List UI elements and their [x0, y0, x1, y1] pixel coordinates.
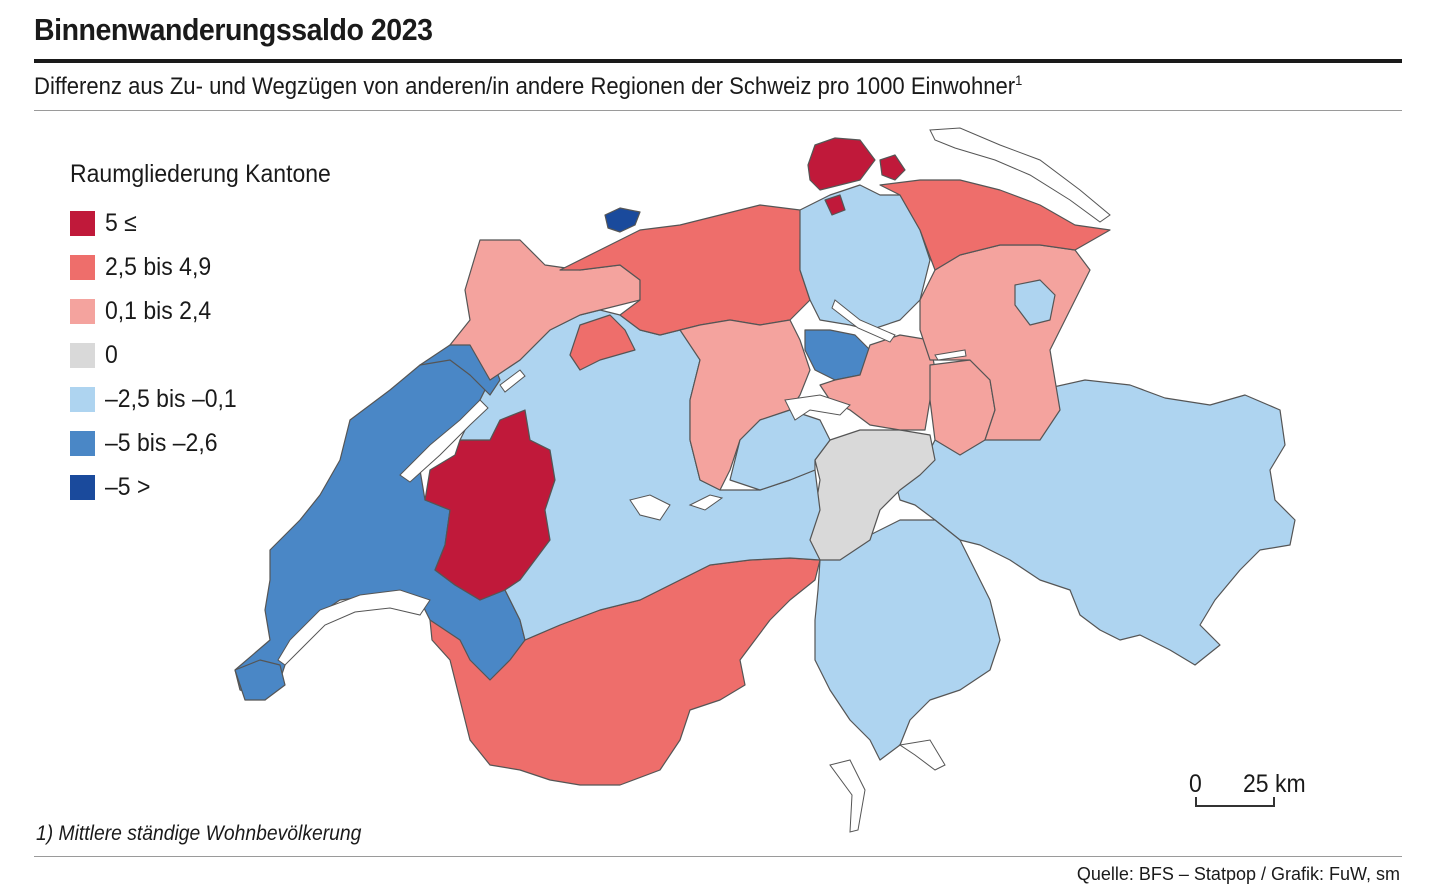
legend: Raumgliederung Kantone 5 ≤ 2,5 bis 4,9 0… — [70, 160, 354, 509]
subtitle-text: Differenz aus Zu- und Wegzügen von ander… — [34, 73, 1016, 100]
page-title: Binnenwanderungssaldo 2023 — [34, 12, 433, 47]
lake-zurich — [831, 299, 896, 343]
scale-tick-right — [1273, 797, 1275, 807]
legend-item: –2,5 bis –0,1 — [70, 377, 354, 421]
legend-item: –5 > — [70, 465, 354, 509]
lake-walen — [934, 349, 967, 361]
legend-label: 0,1 bis 2,4 — [105, 296, 212, 325]
lake-geneva — [277, 589, 431, 666]
canton-appenzell — [1014, 279, 1056, 326]
scale-tick-left — [1195, 797, 1197, 807]
legend-label: 2,5 bis 4,9 — [105, 252, 212, 281]
footnote: 1) Mittlere ständige Wohnbevölkerung — [36, 822, 362, 845]
legend-swatch — [70, 298, 95, 324]
footer-rule — [34, 856, 1402, 857]
legend-title: Raumgliederung Kantone — [70, 160, 331, 188]
canton-obwalden — [729, 409, 831, 491]
legend-label: –2,5 bis –0,1 — [105, 384, 237, 413]
canton-tessin — [814, 519, 1001, 761]
legend-item: 0,1 bis 2,4 — [70, 289, 354, 333]
legend-swatch — [70, 474, 95, 500]
lake-constance — [929, 127, 1111, 223]
lake-maggiore — [829, 759, 866, 833]
canton-solothurn-south — [569, 314, 636, 371]
legend-label: 5 ≤ — [105, 208, 137, 237]
scale-zero-label: 0 — [1189, 770, 1202, 798]
scale-bar: 0 25 km — [1185, 770, 1315, 820]
lake-biel — [499, 369, 526, 393]
legend-swatch — [70, 254, 95, 280]
legend-label: –5 > — [105, 472, 151, 501]
canton-zuerich — [799, 184, 931, 331]
legend-item: 2,5 bis 4,9 — [70, 245, 354, 289]
legend-item: –5 bis –2,6 — [70, 421, 354, 465]
subtitle-footnote-mark: 1 — [1015, 72, 1023, 88]
source-credit: Quelle: BFS – Statpop / Grafik: FuW, sm — [1076, 864, 1400, 884]
canton-schaffhausen — [807, 137, 876, 191]
legend-swatch — [70, 210, 95, 236]
legend-item: 0 — [70, 333, 354, 377]
scale-distance-label: 25 km — [1243, 770, 1306, 798]
legend-item: 5 ≤ — [70, 201, 354, 245]
legend-label: –5 bis –2,6 — [105, 428, 218, 457]
legend-label: 0 — [105, 340, 118, 369]
canton-schaffhausen-exclave-2 — [824, 194, 846, 216]
subtitle-rule — [34, 110, 1402, 111]
canton-genf — [234, 659, 286, 701]
legend-swatch — [70, 430, 95, 456]
legend-swatch — [70, 342, 95, 368]
lake-brienz — [688, 494, 724, 511]
lake-thun — [629, 494, 671, 521]
canton-schaffhausen-exclave — [879, 154, 906, 181]
canton-thurgau — [879, 179, 1111, 271]
title-rule — [34, 59, 1402, 63]
lake-neuchatel — [399, 399, 489, 483]
canton-basel-stadt — [604, 207, 641, 233]
subtitle: Differenz aus Zu- und Wegzügen von ander… — [34, 72, 1022, 101]
lake-lugano — [898, 739, 946, 771]
lake-lucerne — [784, 394, 851, 421]
legend-swatch — [70, 386, 95, 412]
scale-line — [1195, 805, 1275, 807]
